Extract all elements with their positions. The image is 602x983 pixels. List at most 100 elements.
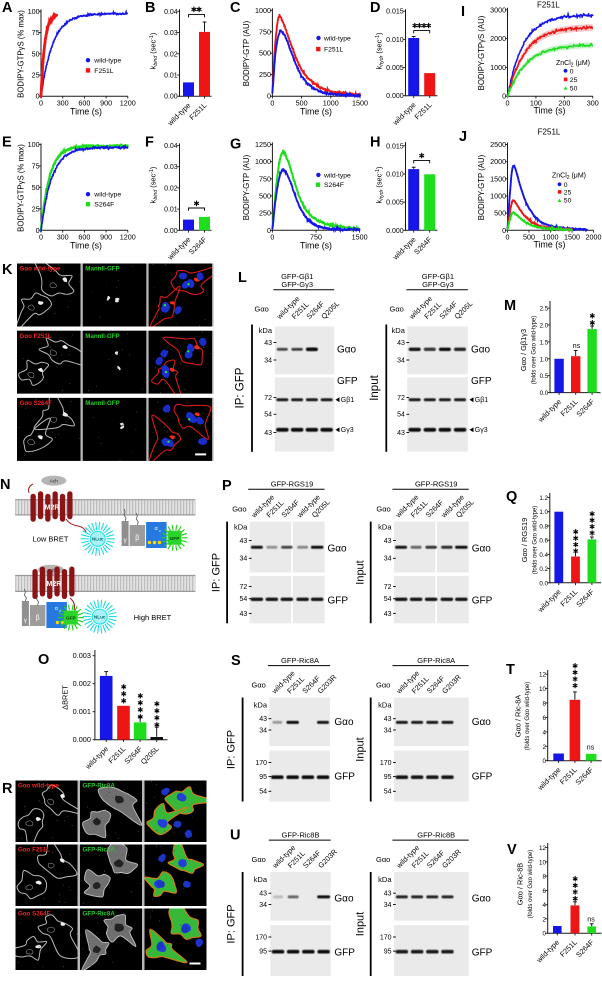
svg-text:0.02: 0.02: [164, 185, 178, 192]
svg-text:500: 500: [259, 49, 271, 58]
svg-text:0.01: 0.01: [164, 73, 178, 80]
svg-text:GFP: GFP: [337, 376, 358, 387]
svg-text:I: I: [461, 4, 465, 20]
svg-text:GFP-Ric8A: GFP-Ric8A: [281, 656, 319, 665]
svg-text:o: o: [159, 529, 161, 533]
svg-text:0: 0: [570, 68, 574, 75]
svg-text:kDa: kDa: [378, 523, 392, 532]
svg-text:khydr (sec-1): khydr (sec-1): [375, 167, 386, 204]
svg-text:K: K: [2, 262, 13, 278]
svg-text:GFP-Gβ1: GFP-Gβ1: [422, 272, 454, 281]
svg-text:0: 0: [36, 226, 40, 235]
svg-text:F: F: [145, 135, 154, 151]
svg-text:0.8: 0.8: [539, 523, 548, 530]
svg-text:0: 0: [506, 98, 510, 107]
svg-text:43: 43: [384, 716, 392, 723]
svg-text:Gαo: Gαo: [337, 345, 357, 356]
svg-text:72: 72: [264, 395, 272, 402]
svg-text:34: 34: [384, 556, 392, 563]
svg-text:750: 750: [310, 233, 322, 242]
svg-text:IP: GFP: IP: GFP: [211, 553, 223, 592]
svg-text:ns: ns: [587, 745, 595, 752]
svg-text:250: 250: [259, 209, 271, 218]
svg-text:GFP-Gβ1: GFP-Gβ1: [281, 272, 313, 281]
svg-text:0.6: 0.6: [539, 538, 548, 545]
svg-text:0: 0: [506, 233, 510, 242]
svg-text:0.010: 0.010: [386, 37, 404, 44]
svg-text:0.4: 0.4: [539, 552, 548, 559]
svg-text:54: 54: [259, 789, 267, 796]
svg-text:Gαo wild-type: Gαo wild-type: [18, 783, 59, 790]
svg-text:750: 750: [259, 27, 271, 36]
svg-text:Input: Input: [354, 560, 366, 584]
svg-text:Q: Q: [506, 489, 517, 505]
svg-text:500: 500: [494, 209, 506, 218]
svg-text:0.0: 0.0: [540, 390, 549, 397]
svg-text:wild-type: wild-type: [323, 36, 351, 43]
svg-text:72: 72: [240, 584, 248, 591]
svg-text:(folds over Gαo wild-type): (folds over Gαo wild-type): [528, 850, 534, 919]
svg-text:170: 170: [380, 934, 392, 941]
svg-text:72: 72: [397, 395, 405, 402]
svg-text:170: 170: [255, 934, 267, 941]
svg-text:900: 900: [100, 98, 112, 107]
svg-text:8: 8: [542, 874, 546, 881]
svg-text:6: 6: [542, 888, 546, 895]
svg-text:75: 75: [32, 161, 40, 170]
svg-text:54: 54: [240, 596, 248, 603]
svg-text:2000: 2000: [490, 34, 506, 43]
svg-text:kDa: kDa: [234, 523, 248, 532]
svg-text:Gαo: Gαo: [328, 544, 348, 555]
svg-text:S264F: S264F: [94, 202, 114, 209]
svg-text:ΔBRET: ΔBRET: [61, 685, 70, 710]
svg-text:25: 25: [564, 190, 572, 197]
svg-text:0: 0: [270, 233, 274, 242]
svg-text:Gαo: Gαo: [334, 717, 354, 728]
svg-text:J: J: [459, 129, 467, 145]
svg-text:Gαo: Gαo: [376, 681, 390, 690]
svg-text:1000: 1000: [543, 233, 559, 242]
svg-text:GFP-Ric8A: GFP-Ric8A: [83, 783, 116, 790]
svg-text:4: 4: [542, 729, 546, 736]
svg-text:12: 12: [539, 672, 546, 679]
svg-text:Gβ1: Gβ1: [475, 397, 488, 404]
svg-text:34: 34: [397, 357, 405, 364]
svg-text:43: 43: [384, 891, 392, 898]
svg-text:1500: 1500: [490, 174, 506, 183]
svg-text:Input: Input: [369, 374, 381, 400]
svg-text:GFP: GFP: [472, 596, 493, 607]
svg-text:34: 34: [259, 727, 267, 734]
svg-text:S264F: S264F: [324, 182, 344, 189]
svg-text:3000: 3000: [490, 5, 506, 14]
svg-text:0.000: 0.000: [386, 93, 404, 100]
svg-text:kDa: kDa: [259, 326, 273, 335]
svg-text:1500: 1500: [352, 98, 368, 107]
svg-text:0.003: 0.003: [73, 651, 91, 660]
svg-text:GFP: GFP: [328, 596, 349, 607]
svg-text:54: 54: [384, 789, 392, 796]
svg-text:0.000: 0.000: [73, 735, 91, 744]
svg-text:MannII-GFP: MannII-GFP: [85, 333, 119, 340]
svg-text:U: U: [230, 828, 240, 844]
svg-text:25: 25: [32, 204, 40, 213]
svg-text:10: 10: [539, 686, 546, 693]
svg-text:BODIPY-GTPγS (AU): BODIPY-GTPγS (AU): [477, 15, 486, 90]
svg-text:R: R: [2, 781, 13, 797]
svg-text:S: S: [231, 653, 241, 669]
svg-text:43: 43: [384, 611, 392, 618]
svg-text:0.010: 0.010: [386, 172, 404, 179]
svg-text:100: 100: [28, 140, 40, 149]
svg-text:43: 43: [240, 611, 248, 618]
svg-text:0: 0: [564, 182, 568, 189]
svg-text:kDa: kDa: [392, 326, 406, 335]
svg-text:wild-type: wild-type: [93, 192, 121, 199]
svg-text:500: 500: [523, 233, 535, 242]
svg-text:M: M: [504, 298, 516, 314]
svg-text:0.04: 0.04: [164, 9, 178, 16]
svg-text:Gβ1: Gβ1: [341, 397, 354, 404]
svg-text:GFP: GFP: [472, 772, 493, 783]
svg-text:43: 43: [264, 340, 272, 347]
svg-text:Gαo: Gαo: [472, 717, 492, 728]
svg-text:12: 12: [539, 845, 546, 852]
svg-text:L: L: [238, 270, 247, 286]
